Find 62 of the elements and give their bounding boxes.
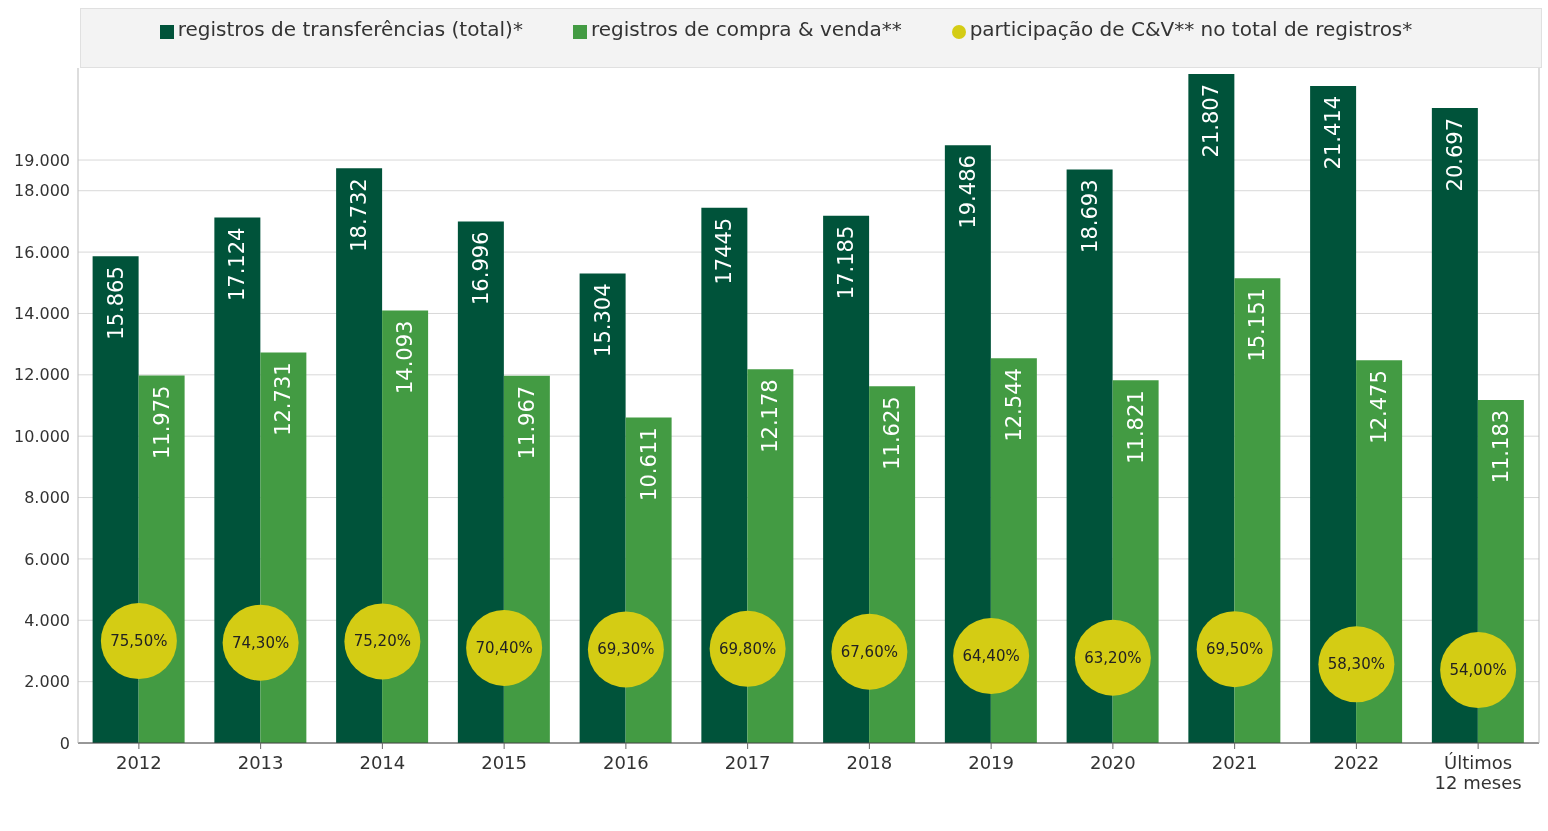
x-tick-label: 2018 xyxy=(846,752,893,773)
y-tick-label: 18.000 xyxy=(14,181,70,201)
x-tick-label: 2022 xyxy=(1333,752,1380,773)
data-label: 17445 xyxy=(712,217,737,285)
data-label: 19.486 xyxy=(955,155,980,229)
x-tick-label: 2012 xyxy=(115,752,162,773)
data-label: 15.304 xyxy=(590,283,615,357)
data-label: 11.183 xyxy=(1488,409,1513,484)
data-label: 11.821 xyxy=(1123,390,1148,464)
data-label: 21.807 xyxy=(1199,83,1224,158)
data-label: 70,40% xyxy=(475,638,533,657)
data-label: 58,30% xyxy=(1327,655,1385,674)
y-tick-label: 12.000 xyxy=(14,365,70,385)
x-tick-label: 2019 xyxy=(968,752,1015,773)
data-label: 18.693 xyxy=(1077,179,1102,253)
data-label: 69,30% xyxy=(597,640,655,659)
y-tick-label: 19.000 xyxy=(14,150,70,170)
y-tick-label: 16.000 xyxy=(14,242,70,262)
x-tick-label: 2020 xyxy=(1089,752,1136,773)
data-label: 64,40% xyxy=(962,647,1020,666)
data-label: 75,20% xyxy=(353,632,411,651)
data-label: 11.967 xyxy=(514,385,539,460)
data-label: 20.697 xyxy=(1442,117,1467,192)
data-label: 12.475 xyxy=(1367,370,1392,444)
y-tick-label: 8.000 xyxy=(24,488,70,508)
x-tick-label: 2021 xyxy=(1211,752,1258,773)
data-label: 16.996 xyxy=(468,231,493,306)
x-tick-label: 2015 xyxy=(481,752,528,773)
data-label: 69,50% xyxy=(1206,640,1264,659)
y-tick-label: 2.000 xyxy=(24,672,70,692)
data-label: 67,60% xyxy=(840,642,898,661)
x-tick-label: 2017 xyxy=(724,752,771,773)
x-tick-label: 2016 xyxy=(602,752,649,773)
x-tick-label: 2014 xyxy=(359,752,406,773)
data-label: 11.625 xyxy=(880,396,905,470)
data-label: 12.731 xyxy=(271,362,296,436)
data-label: 15.151 xyxy=(1245,288,1270,362)
legend-label: participação de C&V** no total de registros* xyxy=(969,17,1413,41)
legend-label: registros de compra & venda** xyxy=(590,17,902,41)
data-label: 75,50% xyxy=(110,632,168,651)
x-tick-label: Últimos 12 meses xyxy=(1434,752,1522,793)
y-tick-label: 10.000 xyxy=(14,426,70,446)
x-tick-label: 2013 xyxy=(237,752,284,773)
data-label: 63,20% xyxy=(1084,648,1142,667)
data-label: 74,30% xyxy=(232,633,290,652)
data-label: 12.178 xyxy=(758,379,783,453)
y-tick-label: 0 xyxy=(59,733,70,753)
data-label: 18.732 xyxy=(347,178,372,252)
data-label: 69,80% xyxy=(719,639,777,658)
data-label: 17.185 xyxy=(834,225,859,300)
legend-label: registros de transferências (total)* xyxy=(177,17,523,41)
data-label: 15.865 xyxy=(103,266,128,340)
data-label: 11.975 xyxy=(149,385,174,460)
data-label: 14.093 xyxy=(393,320,418,395)
data-label: 21.414 xyxy=(1321,95,1346,170)
data-label: 17.124 xyxy=(225,227,250,302)
data-label: 54,00% xyxy=(1449,661,1507,680)
y-tick-label: 4.000 xyxy=(24,610,70,630)
y-tick-label: 6.000 xyxy=(24,549,70,569)
y-tick-label: 14.000 xyxy=(14,304,70,324)
data-label: 12.544 xyxy=(1001,368,1026,442)
data-label: 10.611 xyxy=(636,427,661,501)
